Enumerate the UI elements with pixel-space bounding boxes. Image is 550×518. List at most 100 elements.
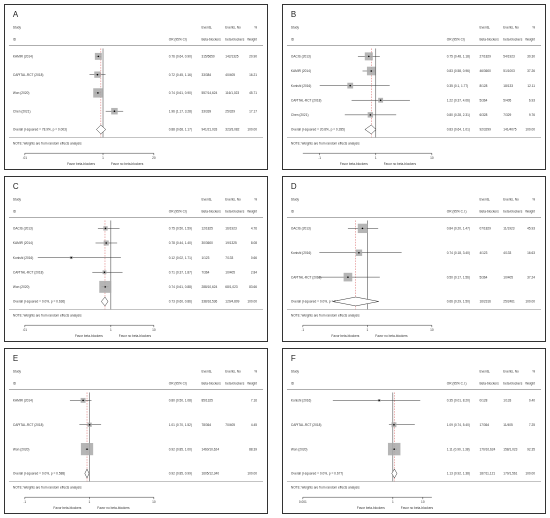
study-or: 0.84 (0.20, 1.47) bbox=[447, 227, 470, 231]
overall-name: Overall (I-squared = 20.8%, p = 0.285) bbox=[291, 128, 345, 132]
forest-panel-b: B Study ID OR (95% CI) Events, Beta-blockers E… bbox=[282, 4, 546, 170]
study-events-bb: 170/10,624 bbox=[480, 447, 496, 451]
study-events-bb: 5/364 bbox=[480, 98, 488, 102]
study-or: 0.74 (0.61, 0.90) bbox=[169, 91, 192, 95]
point-estimate bbox=[349, 84, 352, 87]
overall-weight: 100.00 bbox=[525, 128, 535, 132]
header-or: OR (95% CI) bbox=[169, 210, 187, 214]
study-weight: 83.66 bbox=[249, 285, 257, 289]
header-events4: beta-blockers bbox=[503, 38, 522, 42]
panel-label: D bbox=[291, 182, 297, 191]
header-events3: Events, No bbox=[503, 26, 519, 30]
study-name: Konishi (2016) bbox=[291, 84, 311, 88]
overall-events-nobb: 120/4,809 bbox=[225, 300, 239, 304]
study-weight: 37.24 bbox=[527, 275, 535, 279]
study-or: 0.71 (0.37, 1.87) bbox=[169, 270, 192, 274]
header-or: OR (95% C.I.) bbox=[447, 210, 467, 214]
study-or: 0.78 (0.44, 1.40) bbox=[169, 241, 192, 245]
header-events2: Beta-blockers bbox=[202, 382, 222, 386]
x-tick-label: 20 bbox=[152, 156, 156, 160]
study-events-bb: 8/128 bbox=[480, 84, 488, 88]
study-events-bb: 5/364 bbox=[480, 275, 488, 279]
point-estimate bbox=[97, 55, 100, 58]
study-events-bb: 1460/10,624 bbox=[202, 447, 220, 451]
study-name: Won (2020) bbox=[291, 447, 307, 451]
study-events-bb: 7/364 bbox=[202, 270, 210, 274]
point-estimate bbox=[104, 286, 107, 288]
study-name: CAPITAL-RCT (2018) bbox=[13, 423, 43, 427]
favor-right-label: Favor no beta-blockers bbox=[111, 162, 144, 166]
favor-left-label: Favor beta-blockers bbox=[53, 506, 81, 510]
study-name: Won (2020) bbox=[13, 91, 29, 95]
study-events-nobb: 40/405 bbox=[225, 73, 235, 77]
point-estimate bbox=[96, 73, 99, 76]
study-weight: 30.30 bbox=[527, 55, 535, 59]
study-weight: 6.93 bbox=[529, 98, 535, 102]
x-tick-label: 1 bbox=[102, 156, 104, 160]
note-text: NOTE: Weights are from random effects an… bbox=[13, 141, 82, 145]
header-study: Study bbox=[13, 198, 22, 202]
x-tick-label: 10 bbox=[421, 500, 425, 504]
study-name: KAMIR (2014) bbox=[13, 399, 33, 403]
header-events3: Events, No bbox=[503, 198, 519, 202]
panel-label: F bbox=[291, 354, 296, 363]
study-events-bb: 85/1325 bbox=[202, 399, 214, 403]
favor-left-label: Favor beta-blockers bbox=[331, 334, 359, 338]
x-tick-label: .1 bbox=[302, 328, 305, 332]
overall-diamond bbox=[391, 468, 398, 479]
overall-events-nobb: 170/1,561 bbox=[503, 472, 517, 476]
study-weight: 37.26 bbox=[527, 69, 535, 73]
study-name: KAMIR (2014) bbox=[13, 55, 33, 59]
header-weight2: Weight bbox=[525, 382, 535, 386]
overall-name: Overall (I-squared = 0.0%, p = 0.636) bbox=[13, 300, 65, 304]
study-events-nobb: 18/133 bbox=[503, 84, 513, 88]
study-weight: 92.35 bbox=[527, 447, 535, 451]
header-id: ID bbox=[13, 38, 17, 42]
header-study: Study bbox=[291, 26, 300, 30]
point-estimate bbox=[367, 55, 370, 58]
study-or: 1.09 (0.74, 5.40) bbox=[447, 423, 470, 427]
x-tick-label: .01 bbox=[23, 328, 28, 332]
study-events-bb: 33/339 bbox=[202, 109, 212, 113]
study-events-nobb: 19/1325 bbox=[225, 241, 237, 245]
point-estimate bbox=[113, 110, 116, 112]
header-study: Study bbox=[13, 370, 22, 374]
study-events-nobb: 11/405 bbox=[503, 423, 513, 427]
study-events-nobb: 70/405 bbox=[225, 423, 235, 427]
study-or: 0.92 (0.85, 1.00) bbox=[169, 447, 192, 451]
header-weight: % bbox=[532, 26, 535, 30]
study-name: CAPITAL-RCT (2018) bbox=[291, 98, 321, 102]
study-name: CAPITAL-RCT (2018) bbox=[291, 275, 321, 279]
note-text: NOTE: Weights are from random effects an… bbox=[291, 313, 360, 317]
header-events2: Beta-blockers bbox=[480, 382, 500, 386]
overall-weight: 100.00 bbox=[525, 300, 535, 304]
forest-panel-a: A Study ID OR (95% CI) Events, Beta-blockers E… bbox=[4, 4, 268, 170]
forest-plot-svg: D Study ID OR (95% C.I.) Events, Beta-blocker… bbox=[286, 182, 542, 338]
forest-plot-svg: B Study ID OR (95% CI) Events, Beta-blockers E… bbox=[286, 10, 542, 166]
overall-weight: 100.00 bbox=[525, 472, 535, 476]
header-events1: Events, bbox=[202, 370, 213, 374]
study-or: 1.01 (0.70, 1.52) bbox=[169, 423, 192, 427]
study-weight: 20.90 bbox=[249, 55, 257, 59]
header-weight2: Weight bbox=[247, 38, 257, 42]
study-events-bb: 1/123 bbox=[202, 256, 210, 260]
overall-diamond bbox=[84, 468, 90, 479]
study-weight: 9.76 bbox=[529, 113, 535, 117]
overall-events-bb: 941/21,033 bbox=[202, 128, 218, 132]
study-or: 1.11 (0.90, 1.38) bbox=[447, 447, 470, 451]
header-or: OR (95% CI) bbox=[169, 382, 187, 386]
header-events4: beta-blockers bbox=[225, 38, 244, 42]
header-events3: Events, No bbox=[225, 198, 241, 202]
study-events-bb: 315/5650 bbox=[202, 55, 215, 59]
study-name: Won (2020) bbox=[13, 285, 29, 289]
study-events-bb: 288/10,624 bbox=[202, 285, 218, 289]
point-estimate bbox=[393, 423, 395, 426]
study-events-bb: 07/1829 bbox=[480, 227, 492, 231]
study-or: 0.35 (0.1, 1.77) bbox=[447, 84, 468, 88]
overall-events-bb: 338/16,536 bbox=[202, 300, 218, 304]
overall-events-bb: 1605/12,340 bbox=[202, 472, 220, 476]
study-events-bb: 6/328 bbox=[480, 113, 488, 117]
header-events1: Events, bbox=[202, 26, 213, 30]
study-events-bb: 30/3600 bbox=[202, 241, 214, 245]
study-events-nobb: 25/329 bbox=[225, 109, 235, 113]
